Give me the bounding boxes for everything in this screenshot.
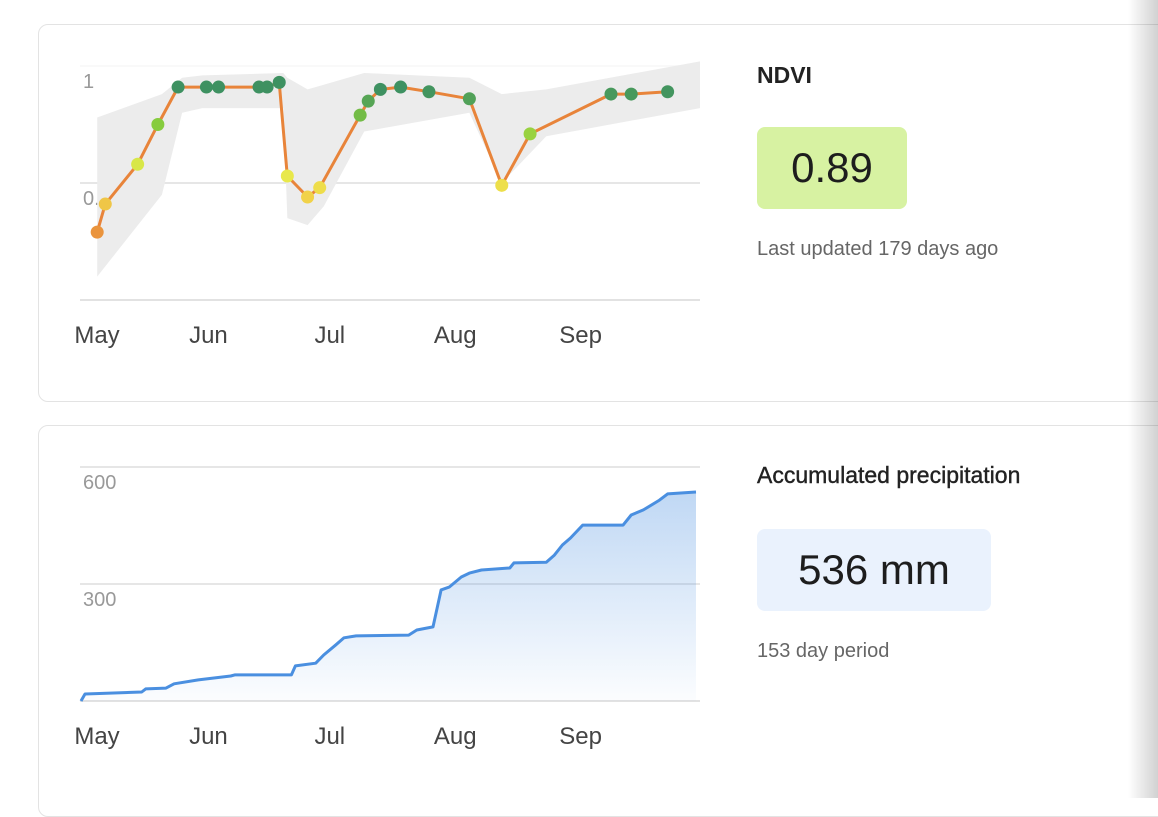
ndvi-point (199, 80, 213, 94)
edge-shadow (1128, 0, 1158, 798)
x-tick-label: Jul (314, 723, 345, 750)
ndvi-point (624, 87, 638, 101)
precip-title: Accumulated precipitation (757, 462, 1021, 488)
ndvi-point (301, 190, 315, 204)
x-tick-label: May (74, 723, 119, 750)
page: 0.5 1 May Jun Jul Aug Sep 300 600 May Jun Jul Aug Sep… (38, 0, 1158, 817)
ndvi-point (361, 94, 375, 108)
ndvi-point (280, 169, 294, 183)
x-tick-label: Jun (189, 322, 228, 349)
ndvi-point (661, 85, 675, 99)
x-tick-label: Aug (434, 723, 477, 750)
ndvi-value: 0.89 (757, 127, 907, 209)
x-tick-label: Jul (314, 322, 345, 349)
precip-value: 536 mm (757, 529, 991, 611)
y-tick-label: 600 (83, 472, 116, 494)
ndvi-line (95, 80, 668, 233)
ndvi-point (495, 178, 509, 192)
x-tick-label: May (74, 322, 119, 349)
ndvi-point (523, 127, 537, 141)
ndvi-point (373, 82, 387, 96)
ndvi-title: NDVI (757, 62, 812, 88)
precip-area (81, 492, 696, 701)
ndvi-point (422, 85, 436, 99)
ndvi-point (171, 80, 185, 94)
ndvi-note: Last updated 179 days ago (757, 238, 999, 260)
x-tick-label: Jun (189, 723, 228, 750)
x-tick-label: Sep (559, 723, 602, 750)
ndvi-point (313, 181, 327, 195)
ndvi-point (212, 80, 226, 94)
ndvi-point (604, 87, 618, 101)
ndvi-point (131, 157, 145, 171)
ndvi-point (462, 92, 476, 106)
y-tick-label: 1 (83, 71, 94, 93)
x-tick-label: Aug (434, 322, 477, 349)
y-tick-label: 300 (83, 589, 116, 611)
ndvi-point (353, 108, 367, 122)
ndvi-point (394, 80, 408, 94)
ndvi-point (151, 118, 165, 131)
ndvi-point (260, 80, 274, 94)
historical-range (97, 61, 701, 277)
precip-line (79, 490, 697, 702)
ndvi-point (98, 197, 112, 211)
ndvi-point (90, 225, 104, 239)
ndvi-point (272, 75, 286, 89)
precip-note: 153 day period (757, 640, 890, 662)
x-tick-label: Sep (559, 322, 602, 349)
